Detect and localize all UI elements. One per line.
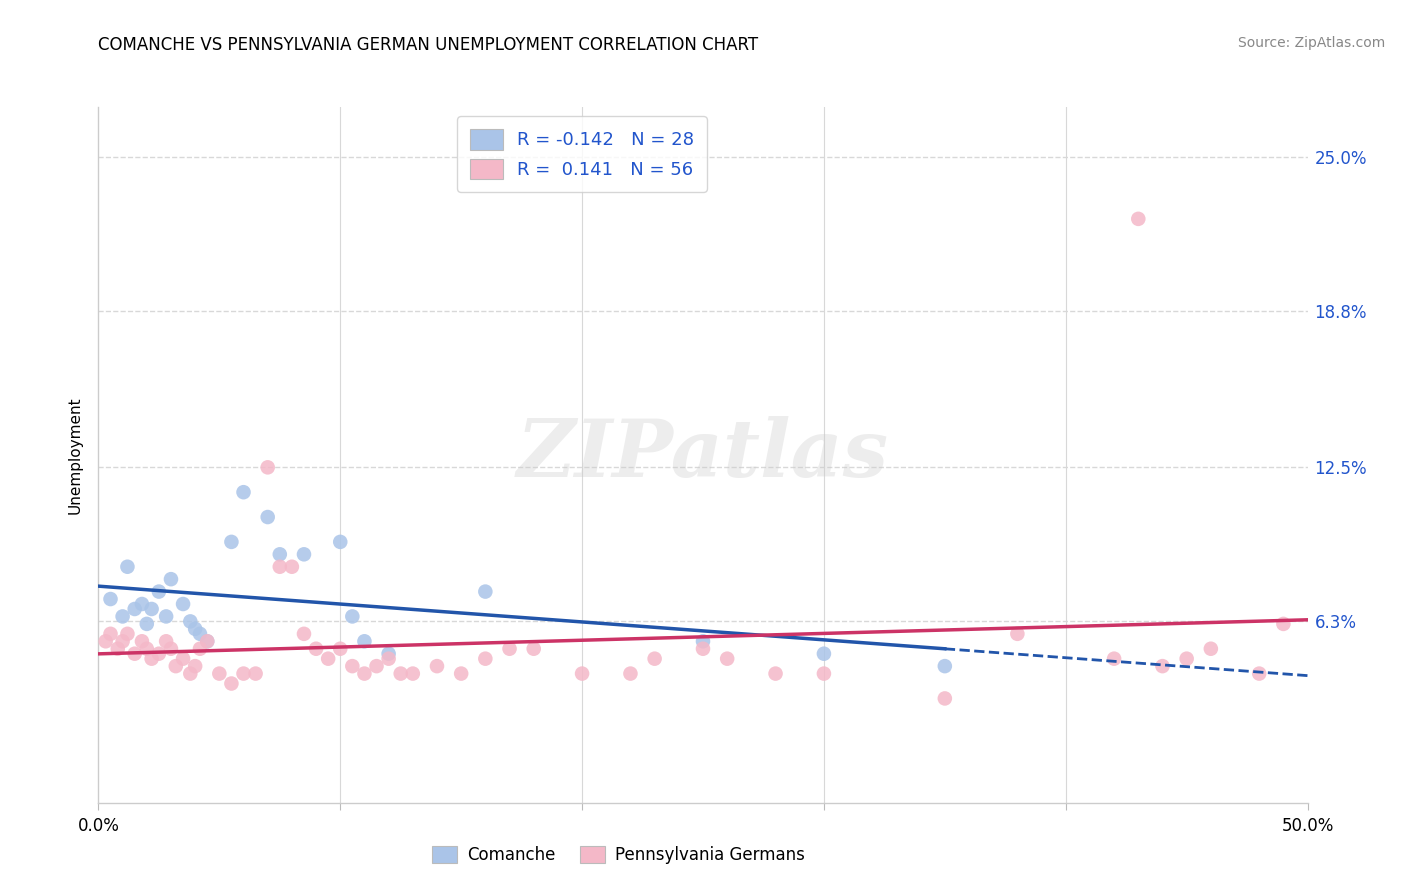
Point — [245, 666, 267, 681]
Point — [389, 666, 412, 681]
Point — [1199, 641, 1222, 656]
Point — [155, 634, 177, 648]
Point — [124, 602, 146, 616]
Point — [124, 647, 146, 661]
Point — [692, 641, 714, 656]
Point — [765, 666, 787, 681]
Text: ZIPatlas: ZIPatlas — [517, 417, 889, 493]
Point — [94, 634, 117, 648]
Point — [141, 602, 163, 616]
Point — [100, 627, 122, 641]
Point — [269, 547, 291, 561]
Text: Source: ZipAtlas.com: Source: ZipAtlas.com — [1237, 36, 1385, 50]
Point — [107, 641, 129, 656]
Point — [366, 659, 388, 673]
Point — [179, 666, 201, 681]
Point — [148, 584, 170, 599]
Point — [1007, 627, 1029, 641]
Point — [172, 597, 194, 611]
Point — [644, 651, 666, 665]
Point — [426, 659, 449, 673]
Point — [450, 666, 472, 681]
Point — [160, 641, 183, 656]
Point — [221, 535, 243, 549]
Point — [402, 666, 425, 681]
Point — [1272, 616, 1295, 631]
Point — [1128, 211, 1150, 226]
Point — [353, 634, 375, 648]
Point — [1249, 666, 1271, 681]
Point — [100, 592, 122, 607]
Point — [813, 647, 835, 661]
Text: COMANCHE VS PENNSYLVANIA GERMAN UNEMPLOYMENT CORRELATION CHART: COMANCHE VS PENNSYLVANIA GERMAN UNEMPLOY… — [98, 36, 759, 54]
Point — [377, 651, 399, 665]
Point — [155, 609, 177, 624]
Point — [269, 559, 291, 574]
Point — [1175, 651, 1198, 665]
Y-axis label: Unemployment: Unemployment — [67, 396, 83, 514]
Point — [141, 651, 163, 665]
Point — [148, 647, 170, 661]
Legend: Comanche, Pennsylvania Germans: Comanche, Pennsylvania Germans — [425, 839, 811, 871]
Point — [342, 609, 364, 624]
Point — [1102, 651, 1125, 665]
Point — [353, 666, 375, 681]
Point — [135, 641, 157, 656]
Point — [692, 634, 714, 648]
Point — [716, 651, 738, 665]
Point — [188, 627, 211, 641]
Point — [934, 691, 956, 706]
Point — [232, 666, 254, 681]
Point — [179, 615, 201, 629]
Point — [221, 676, 243, 690]
Point — [131, 597, 153, 611]
Point — [342, 659, 364, 673]
Point — [256, 510, 278, 524]
Point — [292, 547, 315, 561]
Point — [111, 609, 134, 624]
Point — [1152, 659, 1174, 673]
Point — [498, 641, 520, 656]
Point — [117, 559, 139, 574]
Point — [232, 485, 254, 500]
Point — [292, 627, 315, 641]
Point — [184, 622, 207, 636]
Point — [934, 659, 956, 673]
Point — [377, 647, 399, 661]
Point — [571, 666, 593, 681]
Point — [208, 666, 231, 681]
Point — [305, 641, 328, 656]
Point — [474, 584, 496, 599]
Point — [329, 535, 352, 549]
Point — [523, 641, 546, 656]
Point — [195, 634, 218, 648]
Point — [619, 666, 641, 681]
Point — [329, 641, 352, 656]
Point — [188, 641, 211, 656]
Point — [111, 634, 134, 648]
Point — [117, 627, 139, 641]
Point — [256, 460, 278, 475]
Point — [172, 651, 194, 665]
Point — [813, 666, 835, 681]
Point — [160, 572, 183, 586]
Point — [165, 659, 187, 673]
Point — [135, 616, 157, 631]
Point — [184, 659, 207, 673]
Point — [474, 651, 496, 665]
Point — [131, 634, 153, 648]
Point — [281, 559, 304, 574]
Point — [195, 634, 218, 648]
Point — [316, 651, 339, 665]
